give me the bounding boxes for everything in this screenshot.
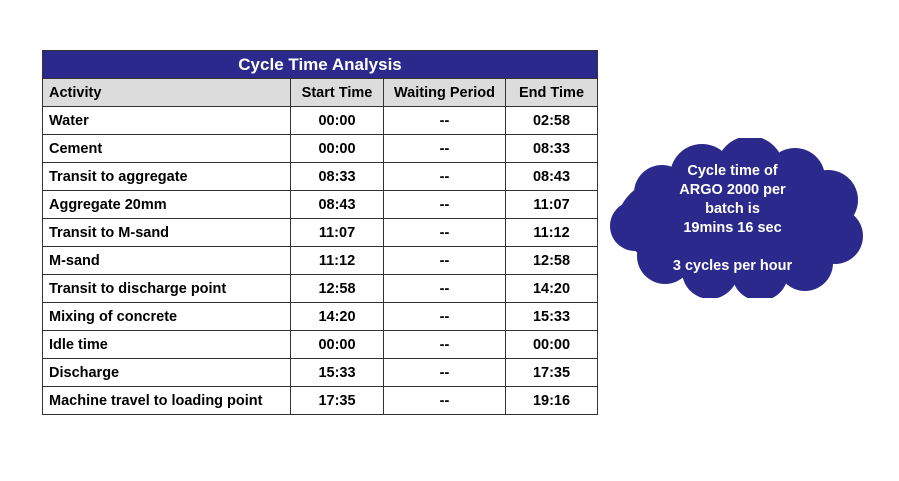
waiting-period-cell: -- bbox=[383, 246, 506, 275]
table-row: Transit to M-sand 11:07 -- 11:12 bbox=[42, 218, 599, 247]
activity-cell: Mixing of concrete bbox=[42, 302, 291, 331]
start-time-cell: 11:07 bbox=[290, 218, 384, 247]
activity-cell: Machine travel to loading point bbox=[42, 386, 291, 415]
cloud-shape bbox=[610, 138, 863, 298]
waiting-period-cell: -- bbox=[383, 386, 506, 415]
table-row: Mixing of concrete 14:20 -- 15:33 bbox=[42, 302, 599, 331]
end-time-cell: 02:58 bbox=[504, 106, 599, 135]
table-row: Aggregate 20mm 08:43 -- 11:07 bbox=[42, 190, 599, 219]
activity-cell: Transit to aggregate bbox=[42, 162, 291, 191]
end-time-cell: 08:43 bbox=[504, 162, 599, 191]
callout-line-4: 19mins 16 sec bbox=[683, 220, 782, 236]
end-time-cell: 11:07 bbox=[504, 190, 599, 219]
cycle-time-table: Cycle Time Analysis Activity Start Time … bbox=[41, 50, 599, 415]
table-row: Machine travel to loading point 17:35 -- 19… bbox=[42, 386, 599, 415]
header-activity: Activity bbox=[42, 78, 291, 107]
callout-line-5: 3 cycles per hour bbox=[672, 258, 793, 274]
end-time-cell: 08:33 bbox=[504, 134, 599, 163]
end-time-cell: 12:58 bbox=[504, 246, 599, 275]
table-row: Discharge 15:33 -- 17:35 bbox=[42, 358, 599, 387]
cycle-time-table-container: Cycle Time Analysis Activity Start Time … bbox=[41, 50, 599, 415]
end-time-cell: 19:16 bbox=[504, 386, 599, 415]
table-row: M-sand 11:12 -- 12:58 bbox=[42, 246, 599, 275]
start-time-cell: 00:00 bbox=[290, 330, 384, 359]
activity-cell: Transit to discharge point bbox=[42, 274, 291, 303]
table-title: Cycle Time Analysis bbox=[41, 50, 599, 79]
header-end-time: End Time bbox=[504, 78, 599, 107]
activity-cell: M-sand bbox=[42, 246, 291, 275]
table-body: Water 00:00 -- 02:58 Cement 00:00 -- 08:33 Trans… bbox=[42, 106, 599, 415]
table-header-row: Activity Start Time Waiting Period End T… bbox=[42, 78, 599, 107]
callout-text: Cycle time of ARGO 2000 per batch is 19m… bbox=[610, 162, 855, 276]
waiting-period-cell: -- bbox=[383, 106, 506, 135]
start-time-cell: 00:00 bbox=[290, 134, 384, 163]
end-time-cell: 15:33 bbox=[504, 302, 599, 331]
activity-cell: Aggregate 20mm bbox=[42, 190, 291, 219]
waiting-period-cell: -- bbox=[383, 302, 506, 331]
table-row: Transit to aggregate 08:33 -- 08:43 bbox=[42, 162, 599, 191]
start-time-cell: 08:43 bbox=[290, 190, 384, 219]
waiting-period-cell: -- bbox=[383, 162, 506, 191]
header-start-time: Start Time bbox=[290, 78, 384, 107]
activity-cell: Cement bbox=[42, 134, 291, 163]
waiting-period-cell: -- bbox=[383, 134, 506, 163]
start-time-cell: 17:35 bbox=[290, 386, 384, 415]
waiting-period-cell: -- bbox=[383, 330, 506, 359]
end-time-cell: 14:20 bbox=[504, 274, 599, 303]
table-row: Water 00:00 -- 02:58 bbox=[42, 106, 599, 135]
end-time-cell: 11:12 bbox=[504, 218, 599, 247]
cycle-time-callout: Cycle time of ARGO 2000 per batch is 19m… bbox=[610, 138, 865, 298]
header-waiting-period: Waiting Period bbox=[383, 78, 506, 107]
activity-cell: Water bbox=[42, 106, 291, 135]
callout-line-1: Cycle time of bbox=[687, 163, 778, 179]
end-time-cell: 17:35 bbox=[504, 358, 599, 387]
callout-line-3: batch is bbox=[705, 201, 760, 217]
table-row: Idle time 00:00 -- 00:00 bbox=[42, 330, 599, 359]
start-time-cell: 14:20 bbox=[290, 302, 384, 331]
table-row: Cement 00:00 -- 08:33 bbox=[42, 134, 599, 163]
start-time-cell: 12:58 bbox=[290, 274, 384, 303]
activity-cell: Discharge bbox=[42, 358, 291, 387]
waiting-period-cell: -- bbox=[383, 274, 506, 303]
waiting-period-cell: -- bbox=[383, 218, 506, 247]
start-time-cell: 08:33 bbox=[290, 162, 384, 191]
start-time-cell: 11:12 bbox=[290, 246, 384, 275]
waiting-period-cell: -- bbox=[383, 358, 506, 387]
callout-line-2: ARGO 2000 per bbox=[679, 182, 786, 198]
activity-cell: Idle time bbox=[42, 330, 291, 359]
waiting-period-cell: -- bbox=[383, 190, 506, 219]
start-time-cell: 00:00 bbox=[290, 106, 384, 135]
table-row: Transit to discharge point 12:58 -- 14:20 bbox=[42, 274, 599, 303]
table-title-row: Cycle Time Analysis bbox=[41, 50, 599, 79]
start-time-cell: 15:33 bbox=[290, 358, 384, 387]
end-time-cell: 00:00 bbox=[504, 330, 599, 359]
activity-cell: Transit to M-sand bbox=[42, 218, 291, 247]
